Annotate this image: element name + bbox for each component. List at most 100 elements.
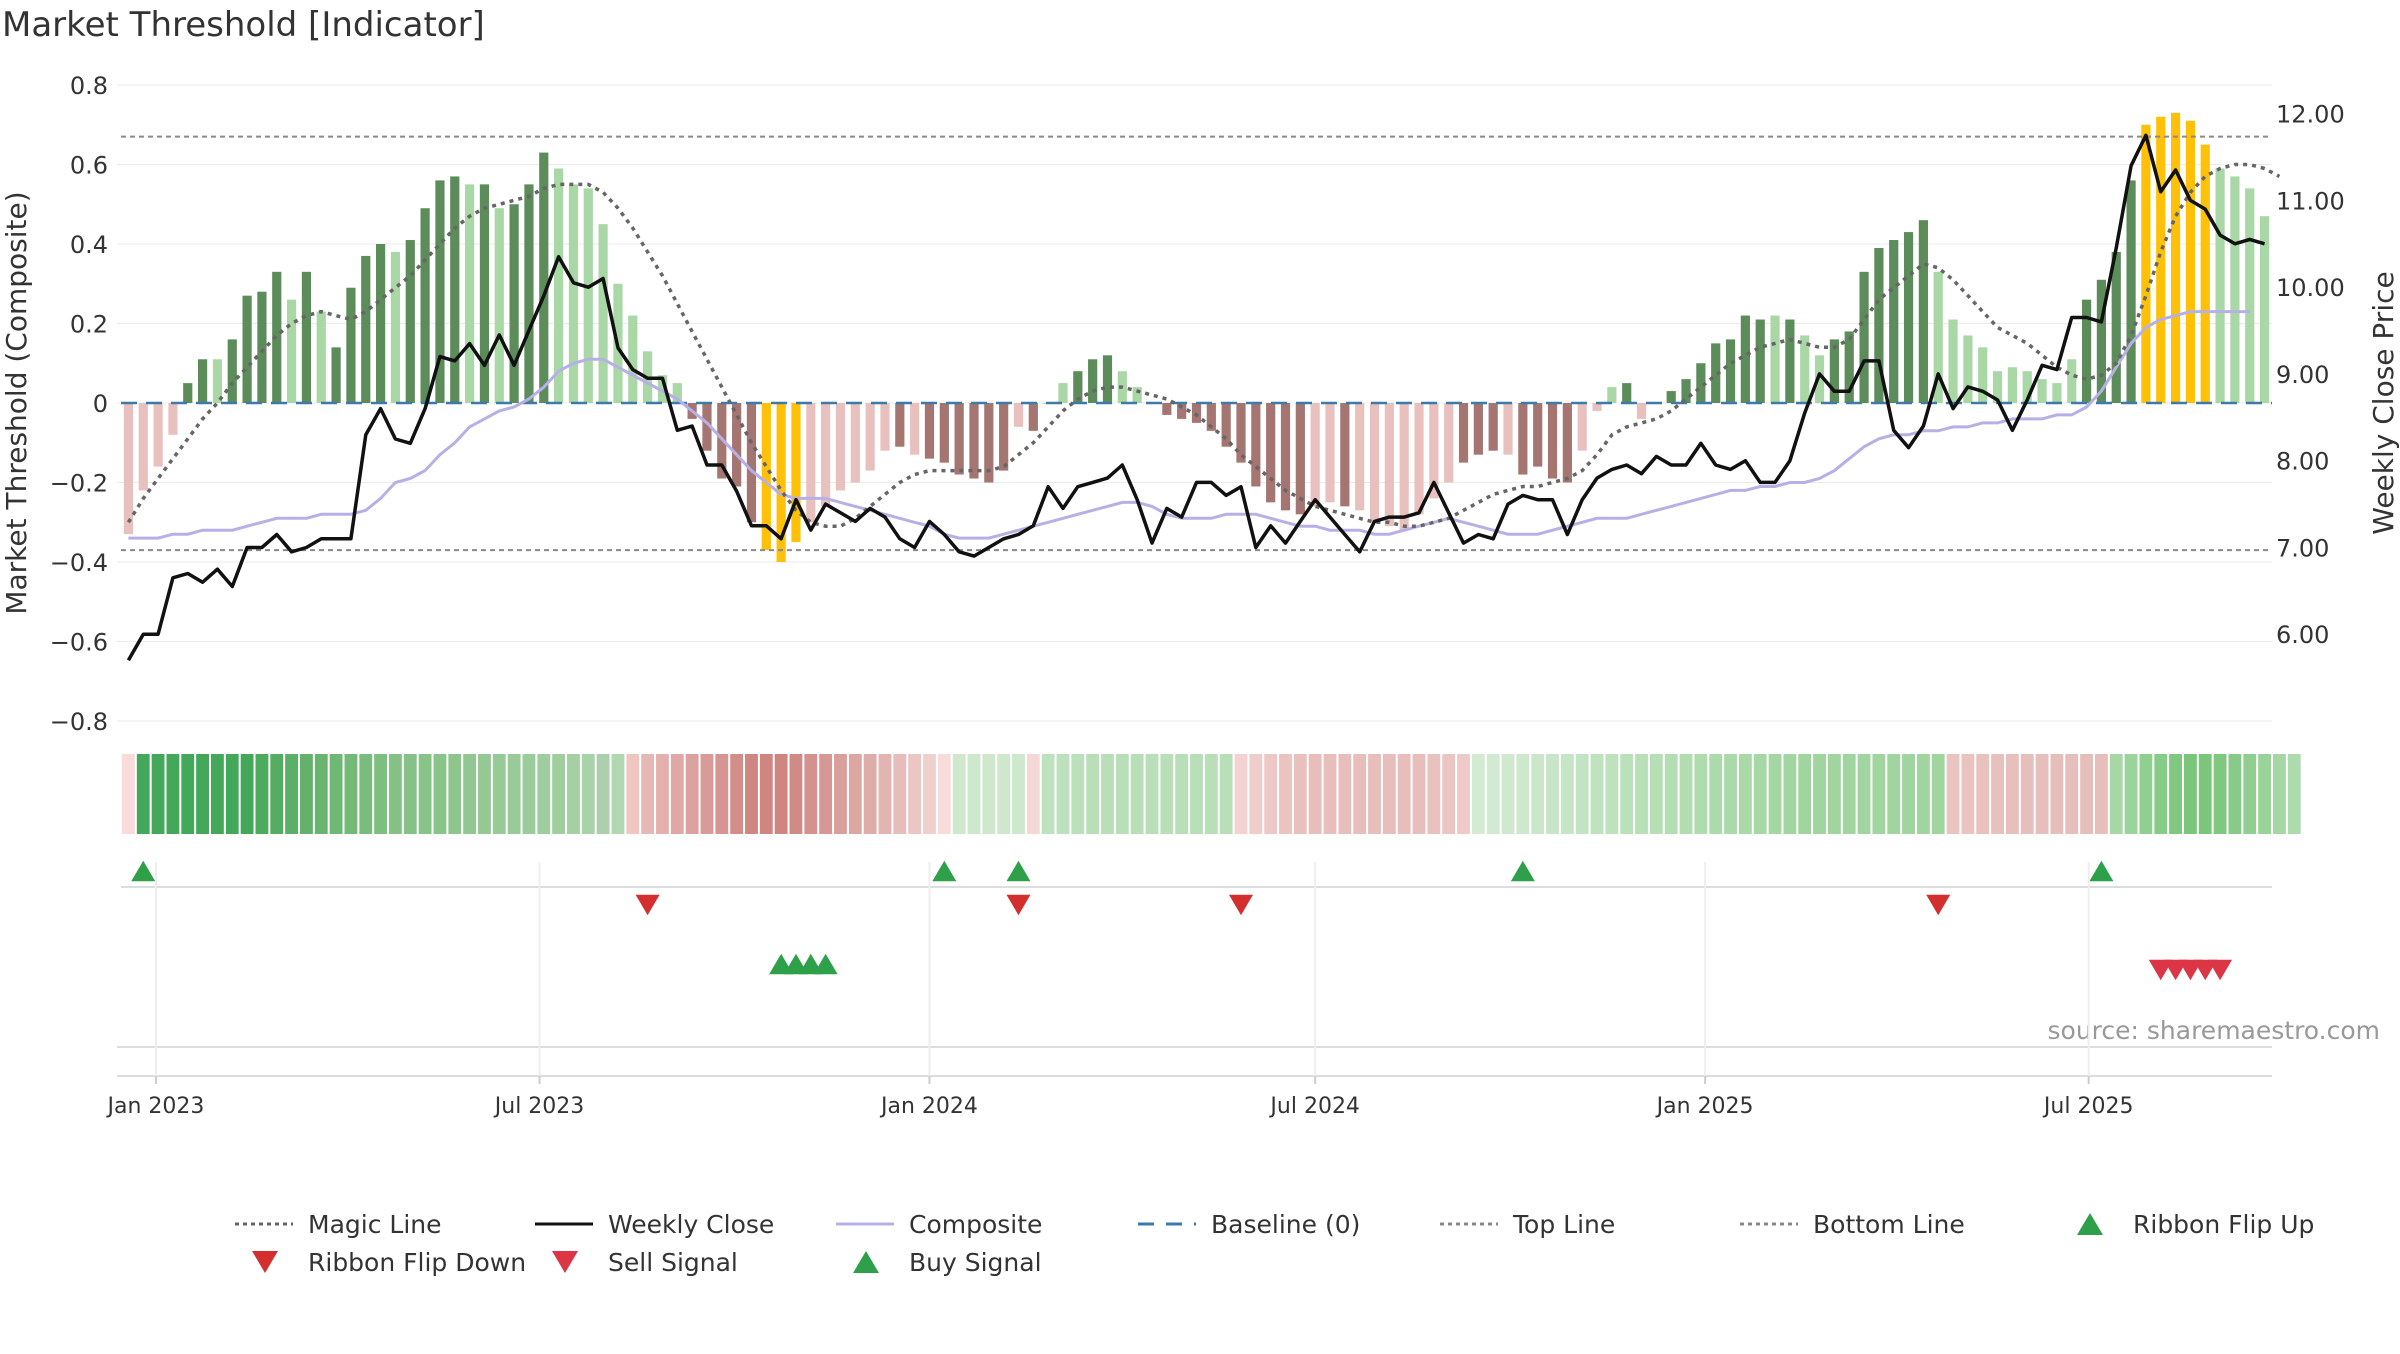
legend-label: Bottom Line [1813,1210,1965,1239]
ribbon-cell [656,754,669,834]
composite-bar [1829,339,1839,403]
composite-bar [1547,403,1558,479]
composite-bar [1859,271,1869,403]
left-tick-label: 0.2 [70,311,108,339]
composite-bar [257,291,267,403]
ribbon-cell [596,754,610,834]
ribbon-cell [1041,754,1055,834]
composite-bar [361,255,371,403]
composite-bar [835,403,846,491]
composite-bar [1636,403,1647,419]
x-tick-label: Jul 2025 [2042,1094,2134,1119]
ribbon-cell [2035,754,2049,834]
composite-bar [1236,403,1246,463]
ribbon-cell [1976,754,1990,834]
composite-bar [1770,315,1780,403]
ribbon-cell [1086,754,1100,834]
ribbon-cell [745,754,758,834]
ribbon-cell [2065,754,2079,834]
ribbon-flip-up-marker [2089,860,2114,882]
ribbon-cell [403,754,417,834]
legend-label: Top Line [1512,1210,1615,1239]
composite-bar [1310,403,1320,507]
ribbon-cell [285,754,299,834]
composite-bar [1681,379,1691,403]
composite-bar [2096,279,2107,403]
left-tick-label: 0 [93,390,108,418]
ribbon-cell [1738,754,1752,834]
ribbon-cell [240,754,254,834]
ribbon-cell [1857,754,1871,834]
composite-bar [286,299,297,403]
ribbon-cell [314,754,328,834]
sell-signal-marker [2208,959,2233,981]
ribbon-cell [1338,754,1352,834]
ribbon-cell [1516,754,1530,834]
ribbon-cell [789,754,803,834]
left-tick-label: −0.8 [50,708,108,736]
ribbon-flip-up-marker [131,860,156,882]
composite-bar [1844,331,1854,403]
ribbon-cell [1724,754,1737,834]
left-tick-label: −0.2 [50,470,108,498]
composite-bar [1384,403,1394,527]
ribbon-cell [848,754,862,834]
composite-bar [1488,403,1498,451]
right-tick-label: 9.00 [2276,361,2329,389]
composite-bar [1073,371,1083,403]
ribbon-cell [1842,754,1856,834]
composite-bar [479,184,490,403]
ribbon-cell [1219,754,1233,834]
ribbon-cell [552,754,566,834]
composite-bar [598,224,608,403]
composite-bar [1458,403,1469,463]
composite-bar [2141,124,2151,403]
legend-label: Magic Line [308,1210,442,1239]
ribbon-cell [2094,754,2108,834]
left-tick-label: 0.4 [70,231,108,259]
composite-bar [999,403,1009,471]
ribbon-cell [1012,754,1025,834]
composite-bar [1088,359,1098,403]
ribbon-cell [448,754,462,834]
ribbon-cell [1575,754,1589,834]
ribbon-cell [759,754,773,834]
ribbon-cell [1560,754,1574,834]
ribbon-flip-down-marker [1229,894,1254,916]
ribbon-cell [1798,754,1812,834]
composite-bar [1444,403,1454,483]
composite-bar [316,311,326,403]
composite-bar [2067,359,2077,403]
ribbon-cell [2183,754,2197,834]
ribbon-cell [1783,754,1797,834]
composite-bar [1028,403,1038,431]
composite-bar [776,403,786,562]
x-tick-label: Jul 2024 [1268,1094,1360,1119]
ribbon-flip-down-marker [1926,894,1951,916]
right-tick-label: 6.00 [2276,621,2329,649]
ribbon-cell [1827,754,1841,834]
composite-bar [2185,120,2196,404]
composite-bar [2081,299,2092,403]
ribbon-cell [1160,754,1174,834]
composite-bar [494,208,504,403]
ribbon-cell [1605,754,1619,834]
composite-bar [1177,403,1187,419]
ribbon-flip-down-marker [1006,894,1031,916]
ribbon-cell [1457,754,1470,834]
composite-bar [806,403,816,523]
composite-bar [1429,403,1439,499]
composite-bar [568,184,579,403]
ribbon-cell [1813,754,1826,834]
ribbon-cell [2228,754,2242,834]
composite-bar [1251,403,1261,487]
composite-bar [1963,335,1973,403]
ribbon-cell [270,754,284,834]
composite-bar [153,403,163,467]
x-tick-label: Jan 2024 [879,1094,978,1119]
ribbon-cell [1590,754,1604,834]
composite-bar [1221,403,1231,447]
composite-bar [895,403,905,447]
composite-bar [1933,271,1943,403]
composite-bar [821,403,831,507]
